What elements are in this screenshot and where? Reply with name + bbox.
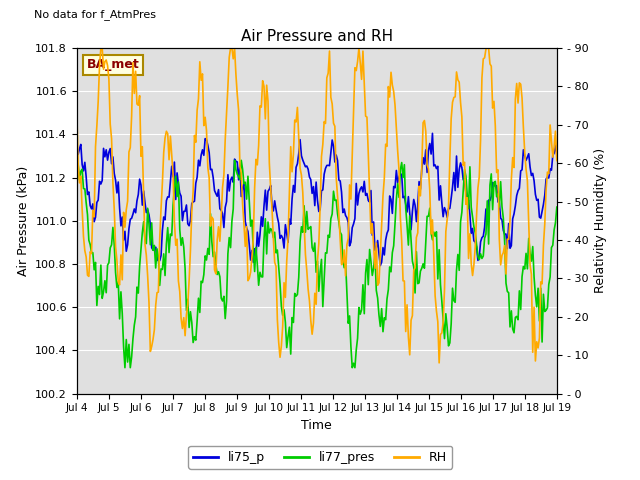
X-axis label: Time: Time <box>301 419 332 432</box>
Title: Air Pressure and RH: Air Pressure and RH <box>241 29 393 44</box>
Text: No data for f_AtmPres: No data for f_AtmPres <box>34 10 156 20</box>
Y-axis label: Air Pressure (kPa): Air Pressure (kPa) <box>17 166 30 276</box>
Text: BA_met: BA_met <box>86 59 139 72</box>
Legend: li75_p, li77_pres, RH: li75_p, li77_pres, RH <box>188 446 452 469</box>
Y-axis label: Relativity Humidity (%): Relativity Humidity (%) <box>594 148 607 293</box>
